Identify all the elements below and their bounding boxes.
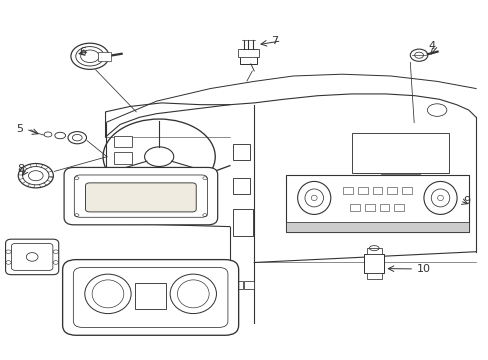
Bar: [135, 283, 166, 309]
Bar: [366, 248, 381, 254]
FancyBboxPatch shape: [5, 239, 59, 275]
Bar: [372, 187, 382, 194]
Bar: [114, 135, 132, 147]
Bar: [349, 204, 359, 211]
Text: 10: 10: [416, 264, 430, 274]
Text: 9: 9: [462, 196, 469, 206]
FancyBboxPatch shape: [73, 267, 227, 327]
Bar: [386, 187, 396, 194]
Bar: [114, 169, 132, 181]
Bar: [393, 204, 403, 211]
Bar: [343, 187, 352, 194]
Text: 3: 3: [16, 249, 23, 260]
Text: 8: 8: [17, 163, 24, 174]
Bar: [244, 282, 253, 289]
Text: 1: 1: [139, 192, 146, 202]
Bar: [357, 187, 367, 194]
Text: 5: 5: [16, 124, 23, 134]
FancyBboxPatch shape: [85, 183, 196, 212]
Bar: [366, 273, 381, 279]
Bar: [285, 175, 468, 232]
FancyBboxPatch shape: [11, 243, 53, 270]
FancyBboxPatch shape: [64, 167, 217, 225]
Text: 6: 6: [79, 46, 86, 57]
Bar: [114, 152, 132, 164]
Bar: [380, 174, 419, 184]
Bar: [98, 51, 111, 61]
Bar: [364, 204, 374, 211]
Bar: [363, 253, 384, 273]
FancyBboxPatch shape: [74, 175, 207, 217]
Bar: [401, 187, 411, 194]
Text: 2: 2: [116, 287, 123, 297]
Text: 4: 4: [427, 41, 435, 50]
Bar: [233, 282, 242, 289]
Bar: [233, 178, 250, 194]
Bar: [237, 49, 259, 57]
FancyBboxPatch shape: [62, 260, 238, 335]
Bar: [239, 49, 257, 64]
Bar: [351, 134, 448, 173]
Bar: [233, 209, 252, 235]
Bar: [379, 204, 388, 211]
Bar: [285, 222, 468, 232]
Text: 7: 7: [271, 36, 278, 46]
Bar: [233, 144, 250, 160]
